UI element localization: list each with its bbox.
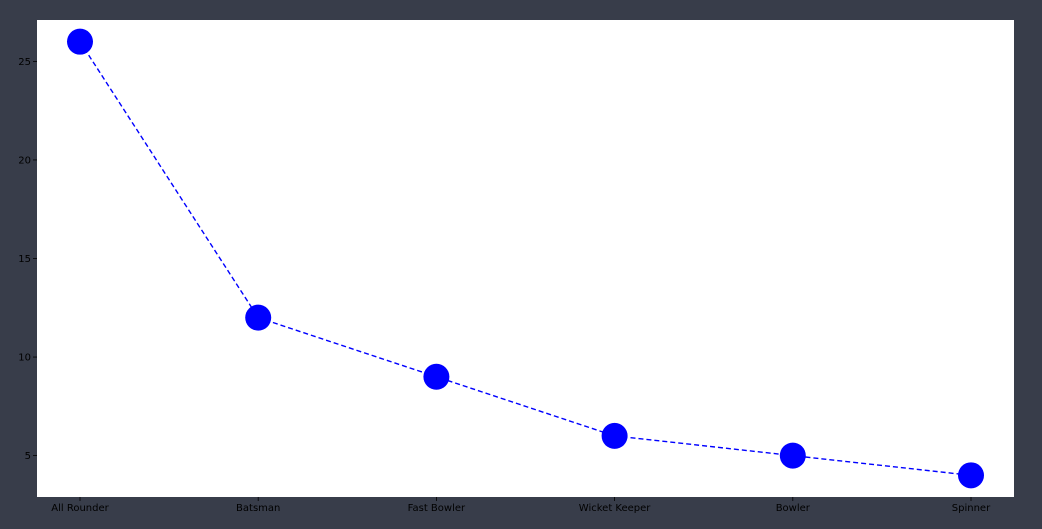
y-tick-label: 15 (18, 254, 31, 265)
y-tick-label: 25 (18, 57, 31, 68)
x-tick-label: All Rounder (51, 503, 109, 514)
y-tick-label: 5 (25, 451, 31, 462)
y-axis: 5 10 15 20 25 (18, 57, 37, 462)
x-tick-label: Wicket Keeper (579, 503, 651, 514)
data-point (67, 28, 93, 55)
data-point (958, 462, 984, 489)
x-tick-label: Bowler (776, 503, 811, 514)
series-line (79, 41, 972, 477)
plot-area (37, 20, 1014, 497)
y-tick-label: 10 (18, 353, 31, 364)
x-tick-label: Spinner (952, 503, 991, 514)
x-tick-label: Batsman (236, 503, 280, 514)
y-tick-label: 20 (18, 155, 31, 166)
data-point (423, 363, 450, 390)
data-point (601, 422, 628, 449)
data-point (245, 304, 272, 331)
x-tick-label: Fast Bowler (408, 503, 466, 514)
series-layer (67, 28, 984, 489)
x-axis: All Rounder Batsman Fast Bowler Wicket Keep… (51, 497, 991, 514)
data-point (779, 442, 806, 469)
